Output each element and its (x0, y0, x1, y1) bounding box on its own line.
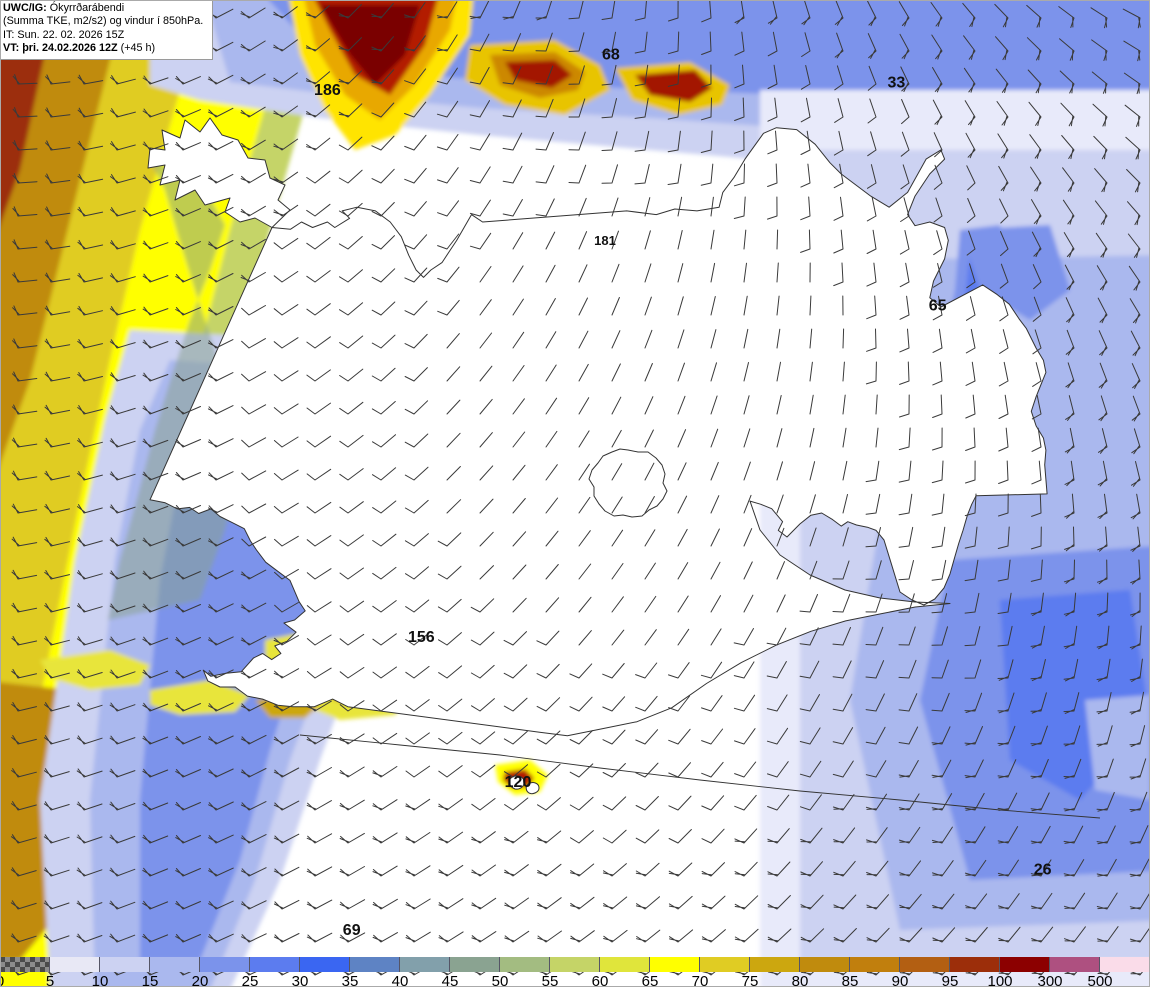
svg-text:65: 65 (929, 298, 947, 315)
svg-text:186: 186 (314, 82, 341, 99)
svg-text:33: 33 (888, 74, 906, 91)
svg-text:181: 181 (594, 233, 616, 248)
svg-text:156: 156 (408, 629, 435, 646)
svg-text:26: 26 (1034, 861, 1052, 878)
svg-text:69: 69 (343, 922, 361, 939)
svg-text:68: 68 (602, 46, 620, 63)
svg-text:120: 120 (505, 774, 532, 791)
